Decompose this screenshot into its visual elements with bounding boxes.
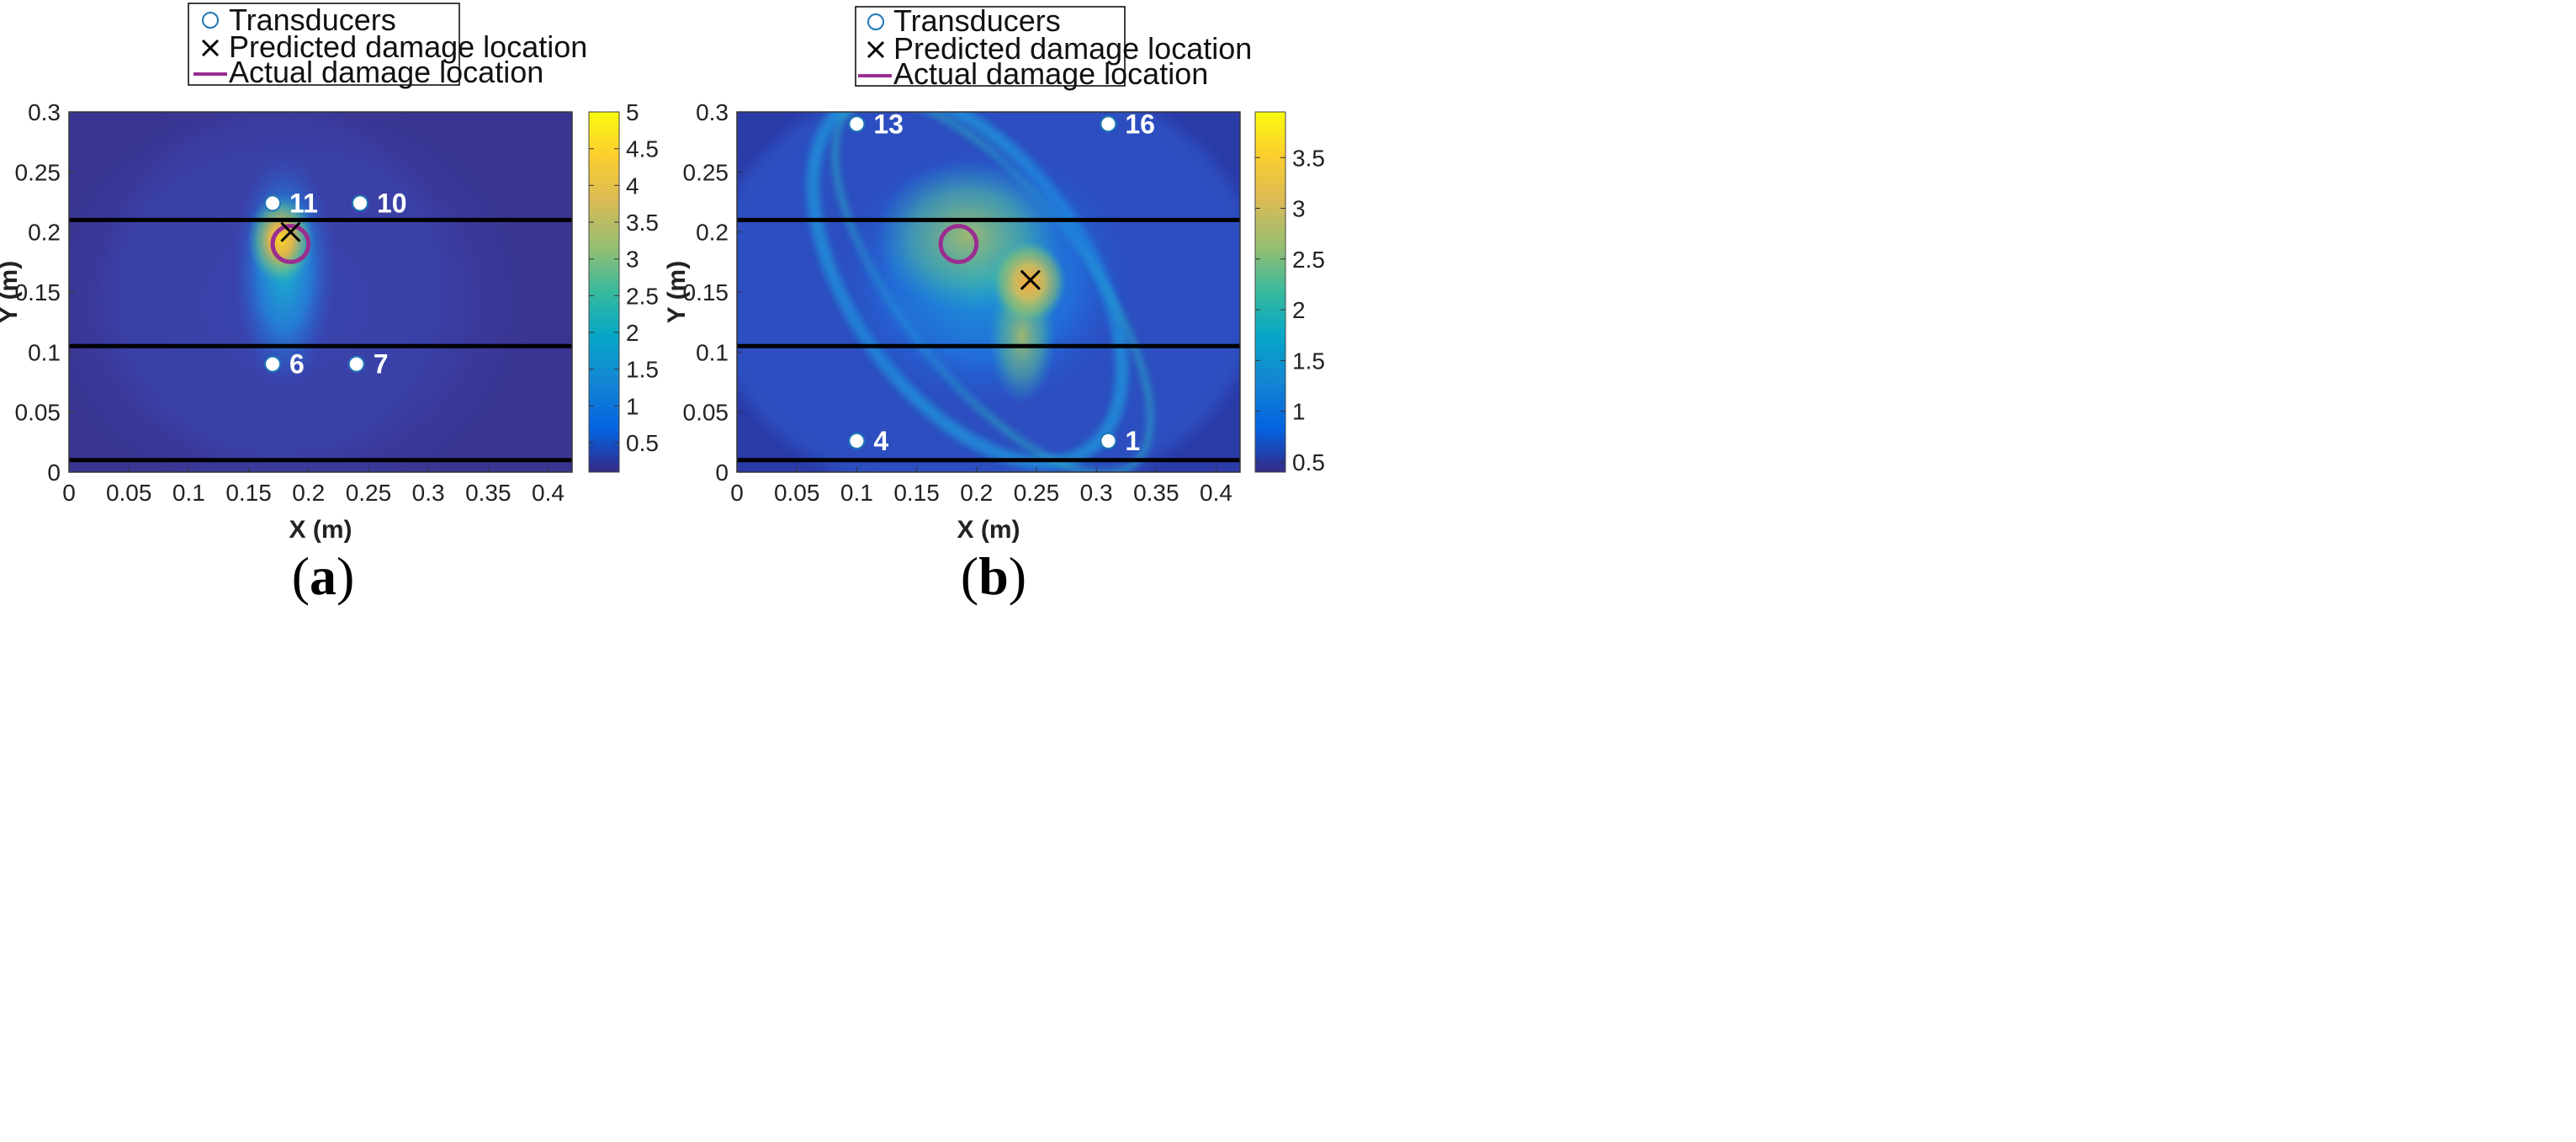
x-tick-label: 0.15 [225, 480, 272, 506]
legend-predicted-label: Predicted damage location [229, 29, 587, 64]
colorbar-tick-label: 2 [1292, 297, 1306, 323]
y-tick-label: 0 [47, 459, 61, 486]
predicted-damage-cross [1020, 269, 1041, 290]
transducer-label: 13 [873, 109, 904, 139]
legend-b: Transducers Predicted damage location Ac… [855, 3, 1252, 91]
heatmap-b [737, 112, 1240, 472]
x-tick-label: 0.35 [465, 480, 511, 506]
y-tick-label: 0.05 [15, 400, 61, 426]
x-tick-label: 0.4 [532, 480, 564, 506]
predicted-damage-cross [280, 221, 301, 242]
transducer-marker [1100, 432, 1117, 449]
x-tick-label: 0.05 [106, 480, 152, 506]
legend-transducers-label: Transducers [893, 3, 1061, 38]
y-tick-label: 0.25 [15, 159, 61, 185]
colorbar-tick-label: 3 [1292, 196, 1306, 222]
legend-actual-label: Actual damage location [893, 56, 1208, 91]
y-tick-label: 0.05 [683, 400, 729, 426]
y-tick-label: 0.2 [28, 220, 61, 246]
x-tick-label: 0.2 [292, 480, 325, 506]
x-tick-label: 0.25 [346, 480, 392, 506]
y-tick-label: 0.3 [28, 99, 61, 125]
colorbar-tick-label: 3 [626, 247, 639, 273]
y-tick-label: 0.15 [15, 279, 61, 305]
y-tick-label: 0.1 [696, 339, 729, 365]
transducer-marker [351, 194, 368, 212]
y-axis-label: Y (m) [663, 261, 691, 323]
x-tick-label: 0 [62, 480, 76, 506]
colorbar-b: 0.5 1 1.5 2 2.5 3 3.5 [1254, 111, 1325, 475]
axes-b: 0 0.05 0.1 0.15 0.2 0.25 0.3 0.35 0.4 0 0.05 0.1 0.1… [663, 99, 1241, 544]
transducer-marker [1100, 115, 1117, 133]
transducer-label: 6 [289, 349, 305, 380]
legend-cross-icon [867, 40, 885, 59]
legend-predicted-label: Predicted damage location [893, 31, 1252, 66]
x-tick-label: 0.1 [172, 480, 205, 506]
colorbar-tick-label: 1.5 [1292, 348, 1325, 374]
transducer-label: 1 [1125, 426, 1140, 456]
x-tick-label: 0.2 [960, 480, 993, 506]
x-tick-label: 0 [730, 480, 744, 506]
colorbar-tick-label: 2 [626, 320, 639, 346]
x-axis-label: X (m) [289, 516, 352, 544]
transducer-label: 11 [289, 188, 318, 218]
colorbar-tick-label: 2.5 [1292, 247, 1325, 273]
y-tick-label: 0.1 [28, 339, 61, 365]
x-tick-label: 0.35 [1133, 480, 1179, 506]
heatmap-a [69, 112, 572, 472]
transducer-label: 4 [873, 426, 888, 456]
legend-a: Transducers Predicted damage location Ac… [188, 3, 587, 89]
colorbar-tick-label: 3.5 [626, 210, 659, 236]
x-tick-label: 0.15 [893, 480, 940, 506]
legend-transducers-label: Transducers [229, 3, 396, 37]
transducer-marker [848, 115, 866, 133]
colorbar-tick-label: 5 [626, 99, 639, 125]
colorbar-tick-label: 4 [626, 173, 639, 199]
actual-damage-circle [938, 224, 979, 264]
x-tick-label: 0.05 [774, 480, 820, 506]
axes-a: 0 0.05 0.1 0.15 0.2 0.25 0.3 0.35 0.4 0 0.05 0.1 0.1… [0, 99, 573, 544]
panel-label-b: (b) [961, 546, 1026, 606]
y-tick-label: 0.3 [696, 99, 729, 125]
transducer-marker [848, 432, 866, 449]
x-tick-label: 0.3 [1080, 480, 1113, 506]
x-axis-label: X (m) [957, 516, 1020, 544]
colorbar-tick-label: 2.5 [626, 283, 659, 309]
colorbar-a: 0.5 1 1.5 2 2.5 3 3.5 4 4.5 5 [588, 99, 659, 473]
actual-damage-circle [270, 224, 311, 264]
panel-label-a: (a) [292, 546, 355, 606]
transducer-marker [264, 194, 282, 212]
legend-transducer-icon [202, 12, 219, 29]
x-tick-label: 0.1 [840, 480, 873, 506]
colorbar-tick-label: 0.5 [1292, 449, 1325, 475]
x-tick-label: 0.4 [1200, 480, 1232, 506]
y-tick-label: 0 [715, 459, 729, 486]
y-tick-label: 0.25 [683, 159, 729, 185]
transducer-marker [264, 355, 282, 373]
transducer-label: 7 [374, 349, 389, 380]
colorbar-tick-label: 3.5 [1292, 145, 1325, 171]
colorbar-tick-label: 1 [626, 393, 639, 419]
legend-transducer-icon [867, 13, 884, 30]
transducer-marker [347, 355, 365, 373]
y-axis-label: Y (m) [0, 261, 23, 323]
legend-cross-icon [201, 39, 220, 57]
x-tick-label: 0.25 [1014, 480, 1060, 506]
x-tick-label: 0.3 [412, 480, 445, 506]
colorbar-tick-label: 1 [1292, 399, 1306, 425]
colorbar-tick-label: 0.5 [626, 430, 659, 456]
transducer-label: 16 [1125, 109, 1155, 139]
colorbar-tick-label: 4.5 [626, 136, 659, 162]
y-tick-label: 0.2 [696, 220, 729, 246]
colorbar-tick-label: 1.5 [626, 357, 659, 383]
y-tick-label: 0.15 [683, 279, 729, 305]
legend-actual-label: Actual damage location [229, 55, 543, 89]
transducer-label: 10 [377, 188, 407, 218]
